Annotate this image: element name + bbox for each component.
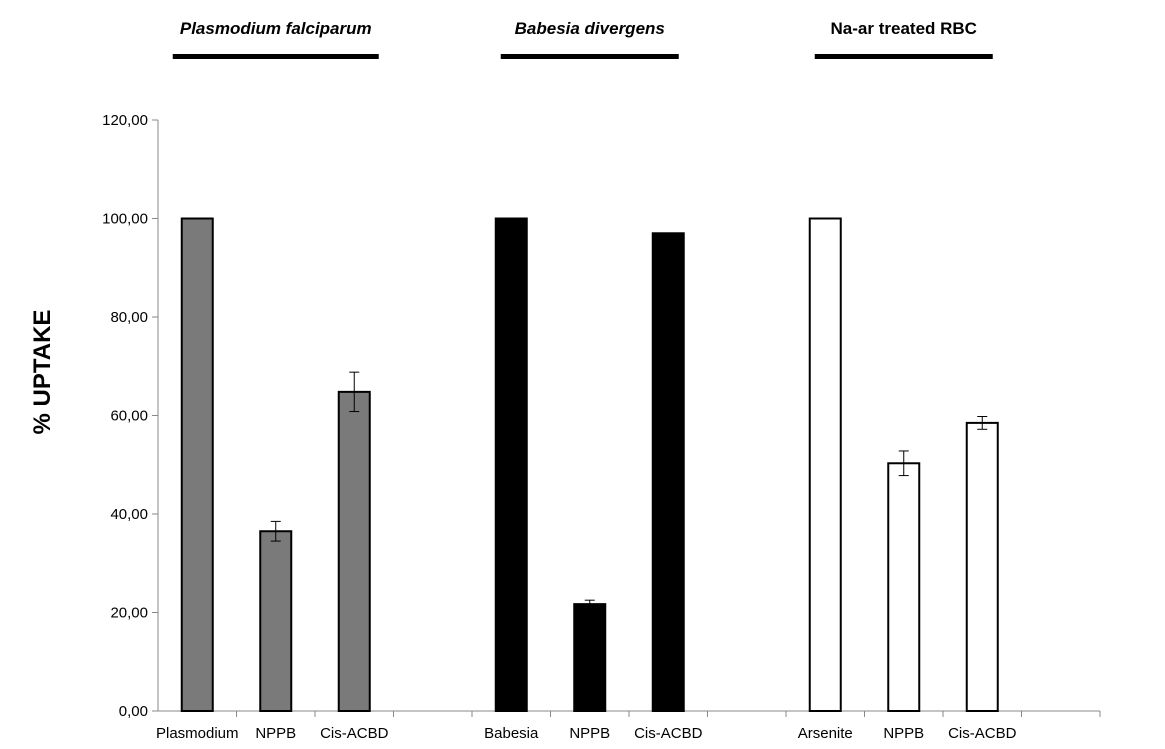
error-bars	[270, 371, 988, 609]
category-label: Cis-ACBD	[948, 725, 1017, 742]
category-label: Arsenite	[798, 725, 853, 742]
category-label: Cis-ACBD	[634, 725, 703, 742]
group-title-underline	[172, 54, 379, 59]
bar	[259, 530, 293, 712]
y-tick-label: 120,00	[102, 112, 148, 129]
bar	[651, 232, 685, 712]
y-tick-label: 80,00	[110, 309, 148, 326]
bar	[965, 421, 999, 712]
category-label: NPPB	[883, 725, 924, 742]
y-ticks: 0,00 20,00 40,00 60,00 80,00 100,00 120,00	[102, 112, 158, 720]
group-titles: Plasmodium falciparum Babesia divergens Na…	[172, 19, 993, 59]
category-label: NPPB	[255, 725, 296, 742]
y-tick-label: 0,00	[119, 703, 148, 720]
y-axis-label: % UPTAKE	[29, 310, 56, 435]
group-title: Plasmodium falciparum	[180, 19, 372, 38]
category-label: NPPB	[569, 725, 610, 742]
y-tick-label: 100,00	[102, 211, 148, 228]
bar	[887, 462, 921, 712]
y-tick-label: 20,00	[110, 605, 148, 622]
bar	[573, 603, 607, 712]
category-label: Plasmodium	[156, 725, 239, 742]
group-title-underline	[500, 54, 679, 59]
bar	[180, 217, 214, 712]
y-tick-label: 60,00	[110, 408, 148, 425]
bar	[337, 390, 371, 712]
group-title: Na-ar treated RBC	[831, 19, 977, 38]
y-tick-label: 40,00	[110, 506, 148, 523]
bar	[494, 217, 528, 712]
category-label: Cis-ACBD	[320, 725, 389, 742]
group-title: Babesia divergens	[515, 19, 665, 38]
bar	[808, 217, 842, 712]
axes	[157, 120, 1101, 717]
category-label: Babesia	[484, 725, 539, 742]
group-title-underline	[814, 54, 993, 59]
category-labels: Plasmodium NPPB Cis-ACBD Babesia NPPB Cis-ACB…	[156, 725, 1017, 742]
bars	[180, 217, 999, 712]
